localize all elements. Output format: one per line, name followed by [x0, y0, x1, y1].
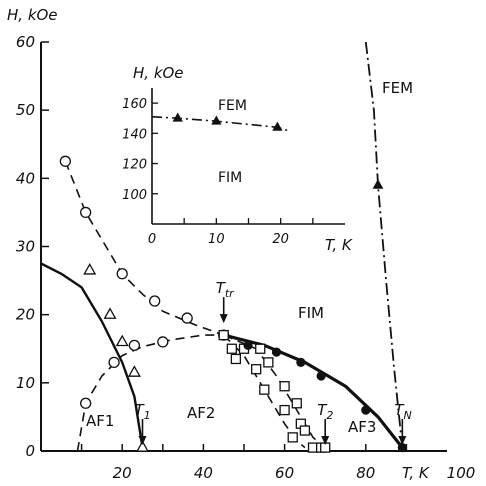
inset-x-axis-label: T, K [325, 236, 353, 254]
data-point-open-square [230, 353, 242, 365]
inset-x-tick-label: 0 [148, 232, 156, 247]
boundary-line-dashed [223, 334, 326, 449]
data-point-open-circle [157, 336, 169, 348]
inset-axes: 100 120 140 160 0 10 20 [122, 88, 345, 247]
data-point-open-triangle [83, 263, 97, 275]
inset-y-tick-label: 160 [122, 97, 147, 112]
region-label-af3: AF3 [348, 418, 376, 436]
inset-y-axis-label: H, kOe [133, 64, 184, 82]
data-point-open-square [299, 425, 311, 436]
data-point-filled-triangle [372, 179, 384, 189]
data-point-open-square [279, 381, 290, 392]
data-point-open-square [259, 384, 270, 395]
y-tick-label: 20 [16, 306, 35, 324]
data-point-open-circle [59, 155, 72, 167]
x-tick-label: 40 [194, 464, 213, 482]
region-label-af1: AF1 [86, 412, 114, 430]
x-axis-label: T, K [402, 464, 430, 482]
y-tick-label: 50 [16, 101, 35, 119]
data-point-filled-triangle [272, 121, 283, 131]
data-point-open-triangle [103, 307, 117, 319]
x-tick-label: 20 [113, 464, 132, 482]
data-point-filled-circle [361, 405, 371, 415]
data-point-open-square [255, 343, 266, 354]
annotation-label: T2 [317, 401, 333, 422]
data-point-filled-circle [397, 442, 407, 453]
region-label-fim: FIM [298, 304, 324, 322]
y-tick-label: 30 [16, 238, 35, 256]
data-point-open-circle [80, 206, 92, 219]
y-tick-label: 40 [16, 169, 35, 187]
inset-y-tick-label: 120 [122, 158, 147, 173]
main-data-points [59, 155, 407, 453]
data-point-filled-triangle [211, 115, 222, 125]
annotation-arrow-head [398, 436, 407, 445]
boundary-line-solid [40, 262, 144, 448]
data-point-open-circle [108, 356, 120, 369]
data-point-open-square [251, 364, 262, 375]
inset-region-label-fem: FEM [218, 98, 247, 114]
region-label-fem: FEM [382, 79, 413, 97]
data-point-open-circle [128, 339, 141, 351]
data-point-open-square [263, 357, 274, 368]
temperature-markers: T1 Ttr T2 TN [135, 279, 412, 445]
x-tick-label: 100 [447, 464, 476, 482]
inset-x-tick-label: 20 [272, 232, 289, 247]
boundary-line-dashed [76, 334, 224, 452]
data-point-filled-circle [271, 347, 282, 357]
y-tick-label: 10 [16, 374, 35, 392]
inset-y-tick-label: 100 [122, 188, 147, 203]
data-point-filled-circle [316, 371, 326, 381]
x-tick-label: 60 [275, 464, 294, 482]
inset-region-label-fim: FIM [218, 170, 242, 186]
inset-data-points [172, 112, 283, 131]
data-point-filled-triangle [172, 112, 183, 122]
x-tick-label: 80 [356, 464, 375, 482]
inset-y-tick-label: 140 [122, 127, 147, 142]
data-point-open-square [287, 432, 298, 443]
y-axis-label: H, kOe [7, 6, 58, 24]
data-point-open-circle [80, 397, 92, 409]
data-point-open-circle [181, 312, 193, 324]
annotation-arrow-head [321, 436, 330, 445]
main-labels: H, kOe T, K FEM FIM AF1 AF2 AF3 [7, 6, 430, 482]
inset-x-tick-label: 10 [208, 232, 225, 247]
annotation-label: TN [394, 401, 411, 422]
inset-chart: 100 120 140 160 0 10 20 H, kOe T, K FEM FIM [122, 64, 353, 254]
data-point-open-triangle [127, 365, 141, 377]
data-point-open-square [218, 329, 229, 341]
annotation-arrow-head [138, 436, 147, 445]
y-tick-label: 0 [25, 442, 35, 460]
region-label-af2: AF2 [187, 404, 215, 422]
annotation-arrow-head [219, 314, 228, 324]
data-point-open-square [279, 404, 290, 416]
data-point-open-circle [149, 295, 161, 307]
boundary-line-dash-dot [364, 41, 404, 448]
data-point-open-square [291, 398, 302, 409]
data-point-filled-circle [296, 357, 306, 367]
data-point-filled-circle [243, 340, 253, 350]
y-tick-label: 60 [16, 33, 35, 51]
data-point-open-circle [116, 268, 128, 280]
data-point-open-triangle [135, 440, 150, 452]
data-point-open-square [226, 343, 237, 354]
annotation-label: Ttr [216, 279, 235, 300]
annotation-label: T1 [135, 401, 151, 422]
data-point-open-triangle [115, 334, 129, 347]
